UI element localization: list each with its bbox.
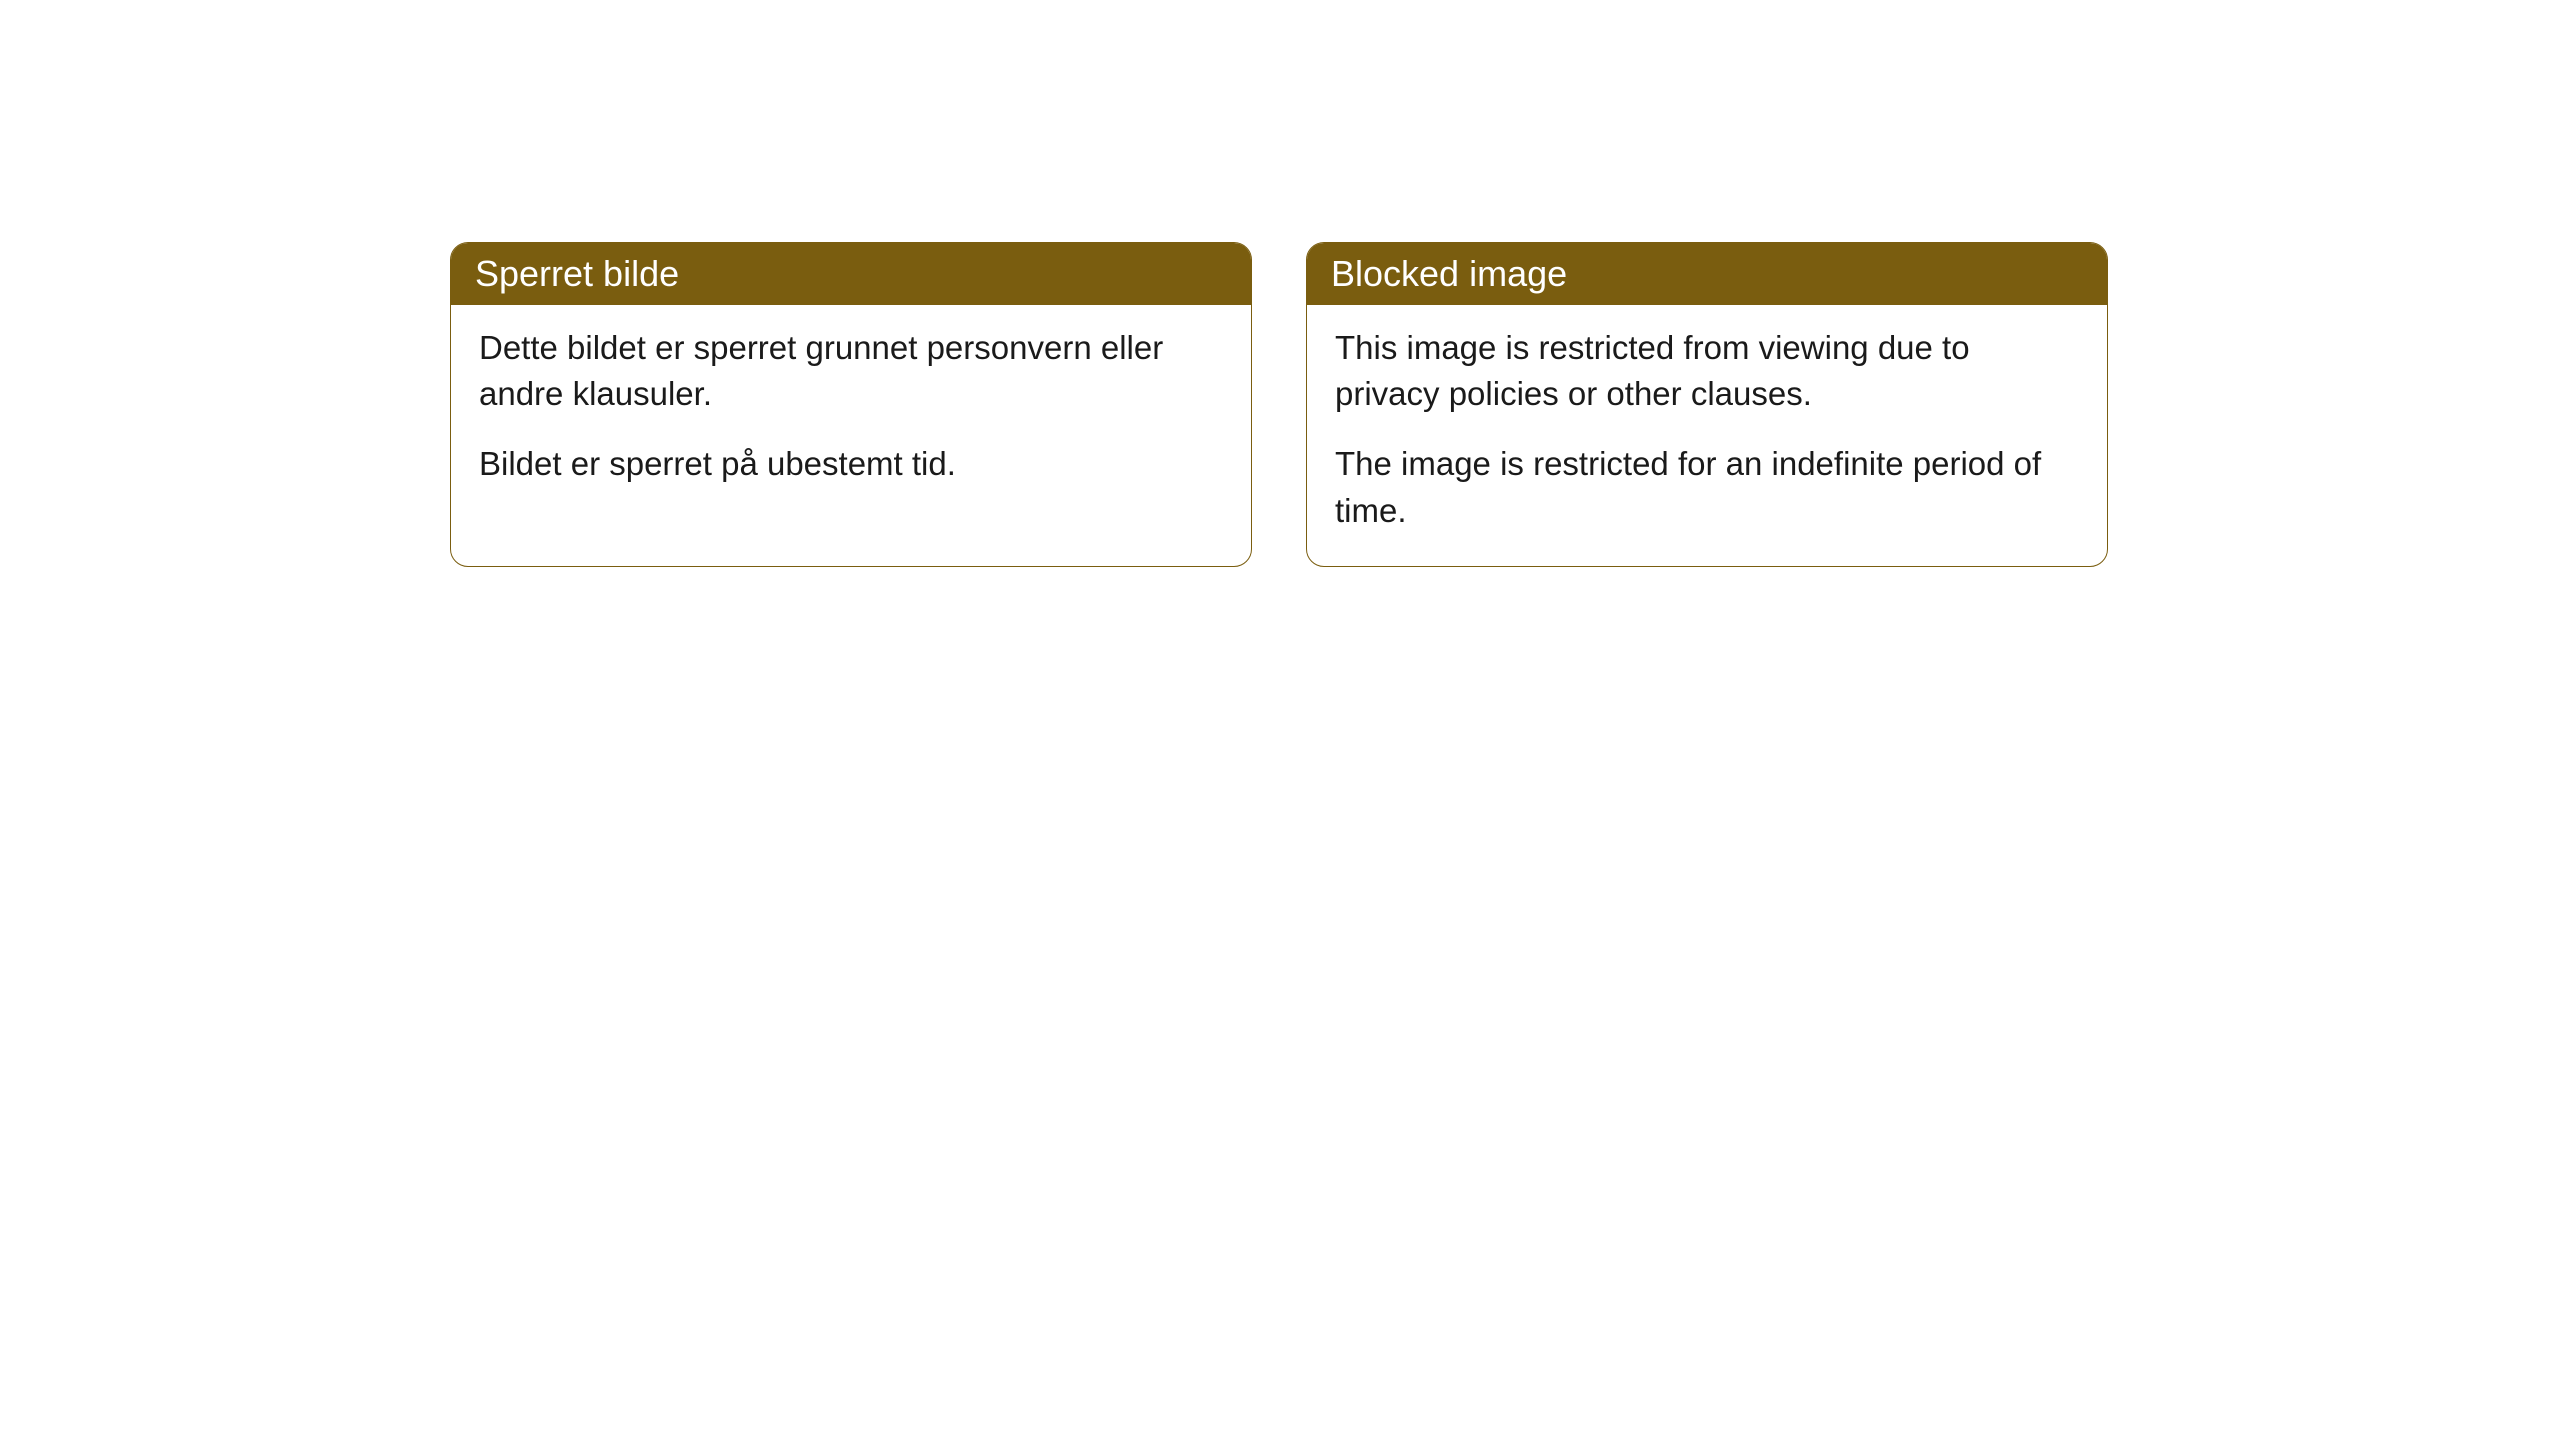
card-paragraph-2-english: The image is restricted for an indefinit… [1335,441,2079,533]
card-body-english: This image is restricted from viewing du… [1307,305,2107,566]
cards-container: Sperret bilde Dette bildet er sperret gr… [450,242,2108,567]
card-header-norwegian: Sperret bilde [451,243,1251,305]
blocked-image-card-norwegian: Sperret bilde Dette bildet er sperret gr… [450,242,1252,567]
blocked-image-card-english: Blocked image This image is restricted f… [1306,242,2108,567]
card-paragraph-2-norwegian: Bildet er sperret på ubestemt tid. [479,441,1223,487]
card-body-norwegian: Dette bildet er sperret grunnet personve… [451,305,1251,520]
card-paragraph-1-norwegian: Dette bildet er sperret grunnet personve… [479,325,1223,417]
card-paragraph-1-english: This image is restricted from viewing du… [1335,325,2079,417]
card-header-english: Blocked image [1307,243,2107,305]
